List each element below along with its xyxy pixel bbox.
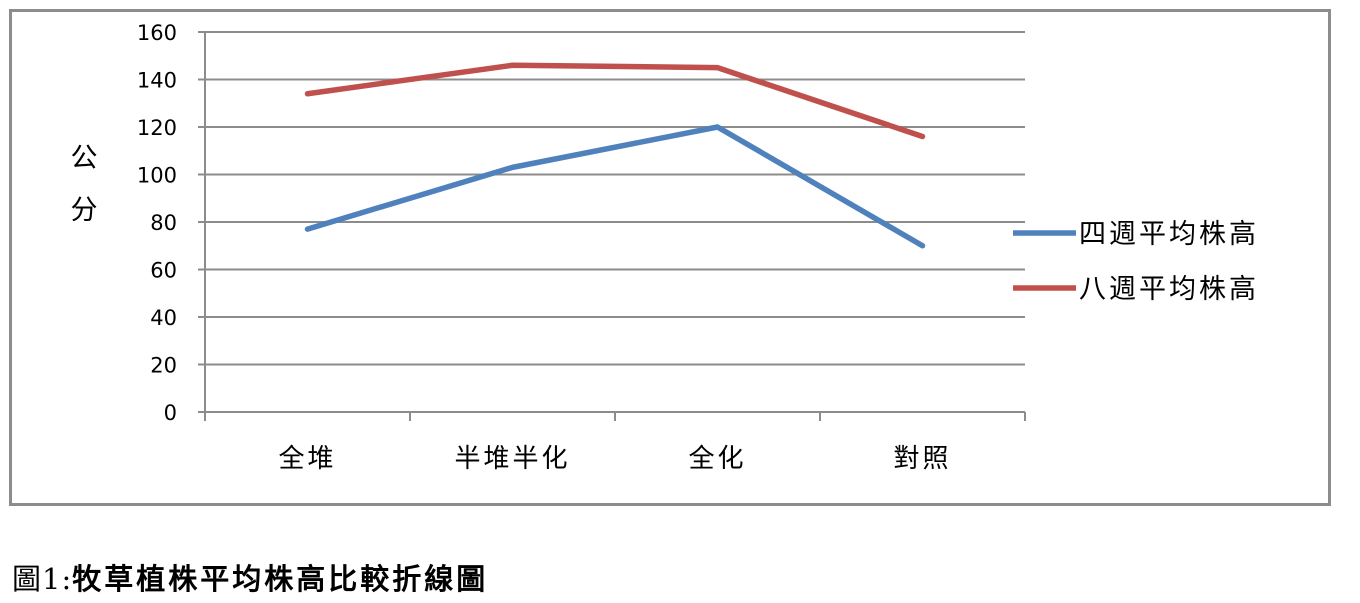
y-axis-label: 公分	[71, 143, 98, 226]
series-line-1	[304, 124, 926, 249]
axis-layer: 0 20 40 60 80 100 120 140 160 全堆 半堆半化 全化 對照	[137, 21, 1026, 474]
y-tick-label: 80	[150, 211, 177, 235]
y-tick-label: 140	[137, 69, 177, 93]
line-chart: 0 20 40 60 80 100 120 140 160 全堆 半堆半化 全化 對照 四週平均株高八週…	[71, 21, 1259, 474]
y-axis-label-char: 公	[71, 143, 98, 174]
chart-frame	[9, 9, 1331, 506]
y-tick-label: 40	[150, 306, 177, 330]
figure-caption: 圖1:牧草植株平均株高比較折線圖	[12, 556, 488, 598]
legend-label: 四週平均株高	[1079, 219, 1259, 250]
y-tick-label: 60	[150, 259, 177, 283]
y-tick-label: 160	[137, 21, 177, 45]
y-axis-label-char: 分	[71, 195, 98, 226]
legend-label: 八週平均株高	[1079, 274, 1259, 305]
series-layer	[304, 62, 926, 249]
x-tick-label: 半堆半化	[454, 444, 570, 474]
grid-layer	[205, 31, 1025, 366]
x-tick-label: 全化	[688, 444, 746, 474]
caption-prefix: 圖1:	[12, 562, 73, 596]
y-tick-label: 120	[137, 116, 177, 140]
y-tick-label: 20	[150, 354, 177, 378]
series-line-2	[304, 62, 926, 140]
x-tick-label: 對照	[893, 444, 951, 474]
x-tick-label: 全堆	[278, 444, 336, 474]
y-tick-label: 100	[137, 164, 177, 188]
y-tick-label: 0	[164, 401, 177, 425]
caption-title: 牧草植株平均株高比較折線圖	[72, 562, 489, 596]
